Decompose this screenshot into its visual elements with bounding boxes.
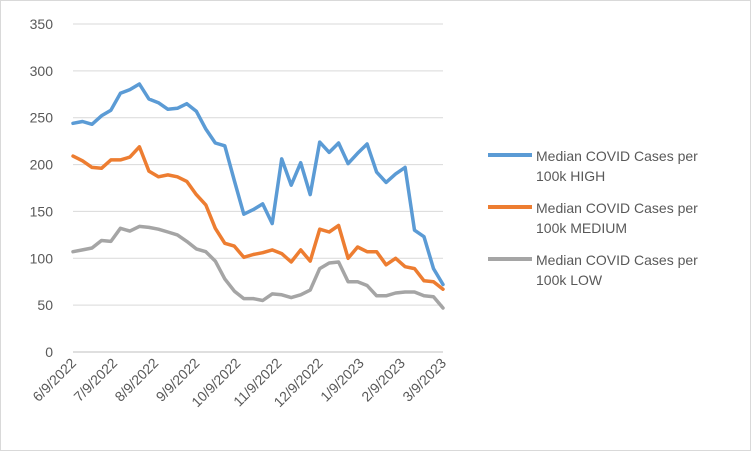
y-tick-label: 50 <box>37 297 53 313</box>
y-axis-tick-labels: 0 50 100 150 200 250 300 350 <box>30 16 54 360</box>
y-tick-label: 200 <box>30 157 54 173</box>
y-tick-label: 250 <box>30 110 54 126</box>
series-line-medium <box>71 145 445 291</box>
series-line-high <box>71 82 445 287</box>
legend-item-high: Median COVID Cases per 100k HIGH <box>488 146 738 186</box>
x-tick-label: 8/9/2022 <box>111 355 161 405</box>
series-lines <box>71 82 445 310</box>
legend-swatch-high <box>488 153 532 157</box>
x-tick-label: 2/9/2023 <box>358 355 408 405</box>
y-tick-label: 350 <box>30 16 54 32</box>
legend-label-low: Median COVID Cases per 100k LOW <box>536 252 698 288</box>
x-axis-tick-labels: 6/9/20227/9/20228/9/20229/9/202210/9/202… <box>29 355 449 411</box>
x-tick-label: 6/9/2022 <box>29 355 79 405</box>
legend-swatch-medium <box>488 205 532 209</box>
x-tick-label: 7/9/2022 <box>70 355 120 405</box>
legend-label-medium: Median COVID Cases per 100k MEDIUM <box>536 200 698 236</box>
legend-item-low: Median COVID Cases per 100k LOW <box>488 250 738 290</box>
legend-item-medium: Median COVID Cases per 100k MEDIUM <box>488 198 738 238</box>
x-tick-label: 3/9/2023 <box>399 355 449 405</box>
y-tick-label: 0 <box>45 344 53 360</box>
y-tick-label: 300 <box>30 63 54 79</box>
y-tick-label: 150 <box>30 203 54 219</box>
gridlines <box>73 23 443 353</box>
series-line-low <box>71 224 445 310</box>
legend-label-high: Median COVID Cases per 100k HIGH <box>536 148 698 184</box>
x-tick-label: 1/9/2023 <box>317 355 367 405</box>
legend: Median COVID Cases per 100k HIGH Median … <box>488 146 738 302</box>
y-tick-label: 100 <box>30 250 54 266</box>
legend-swatch-low <box>488 257 532 261</box>
